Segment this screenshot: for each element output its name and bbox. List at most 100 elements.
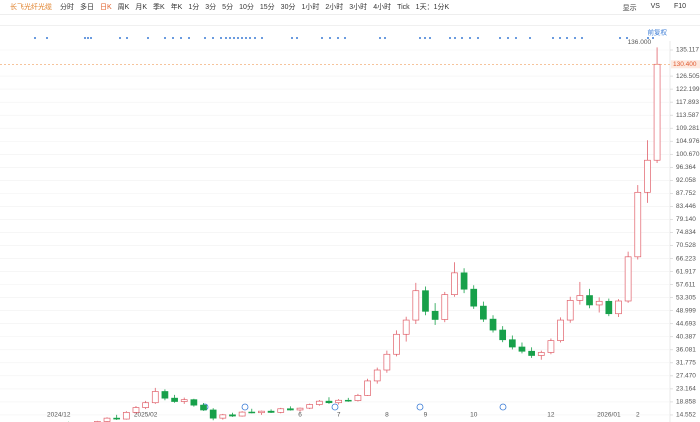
candle-body	[132, 407, 140, 413]
candle-body	[171, 397, 178, 402]
candle-body	[344, 399, 352, 402]
candle-body	[624, 256, 632, 302]
event-dot	[126, 37, 128, 39]
candle-body	[431, 310, 439, 320]
y-tick-label: 74.834	[676, 229, 696, 236]
toolbar-item[interactable]: 多日	[80, 4, 94, 11]
y-tick-label: 87.752	[676, 190, 696, 197]
event-dot	[329, 37, 331, 39]
toolbar-item[interactable]: 3分	[205, 4, 217, 11]
candle-body	[161, 391, 169, 399]
event-dot	[626, 37, 628, 39]
candle-body	[267, 410, 275, 413]
event-dot	[291, 37, 293, 39]
candle-body	[547, 340, 555, 353]
candle-body	[489, 318, 497, 331]
candle-body	[653, 63, 661, 161]
event-dot	[245, 37, 247, 39]
event-dot	[619, 37, 621, 39]
candle-body	[605, 300, 613, 315]
event-dot	[424, 37, 426, 39]
toolbar-item[interactable]: VS	[650, 3, 660, 10]
toolbar-item[interactable]: 30分	[280, 4, 296, 11]
event-dot	[379, 37, 381, 39]
event-dot	[90, 37, 92, 39]
candle-body	[287, 408, 294, 411]
event-dot	[241, 37, 243, 39]
toolbar-item[interactable]: 日K	[100, 4, 112, 11]
toolbar-item[interactable]: 15分	[259, 4, 275, 11]
event-dot	[384, 37, 386, 39]
event-dot	[454, 37, 456, 39]
toolbar-item[interactable]: 2小时	[325, 4, 344, 11]
event-dot	[46, 37, 48, 39]
event-dot	[254, 37, 256, 39]
y-tick-label: 48.999	[676, 307, 696, 314]
candle-body	[248, 411, 256, 414]
toolbar-item[interactable]: 1天：1分K	[415, 4, 450, 11]
event-dot	[212, 37, 214, 39]
y-tick-label: 66.223	[676, 255, 696, 262]
chart: 前复权 10.24614.55218.85823.16427.47031.775…	[0, 26, 700, 422]
x-tick-label: 7	[337, 412, 341, 419]
event-dot	[477, 37, 479, 39]
toolbar-item[interactable]: 4小时	[373, 4, 392, 11]
toolbar-item[interactable]: 显示	[622, 5, 637, 12]
event-dot	[34, 37, 36, 39]
y-tick-label: 27.470	[676, 373, 696, 380]
event-dot	[515, 37, 517, 39]
candle-body	[200, 404, 207, 411]
candle-body	[325, 400, 333, 404]
toolbar-item[interactable]: F10	[673, 3, 686, 10]
candle-body	[219, 414, 227, 419]
toolbar-item[interactable]: 季K	[153, 4, 165, 11]
event-dot	[552, 37, 554, 39]
candle-body	[441, 294, 449, 320]
candle-body	[151, 391, 159, 404]
x-tick-label: 2025/02	[134, 412, 158, 419]
toolbar-item[interactable]: 月K	[135, 4, 148, 11]
event-dot	[581, 37, 583, 39]
toolbar-item[interactable]: 长飞光纤光缆	[10, 4, 52, 11]
toolbar-item[interactable]: 1分	[188, 4, 200, 11]
y-tick-label: 135.117	[676, 47, 699, 54]
candle-body	[393, 333, 400, 355]
toolbar-item[interactable]: 周K	[117, 4, 130, 11]
event-dot	[84, 37, 86, 39]
candle-body	[296, 407, 304, 411]
toolbar-item[interactable]: 3小时	[349, 4, 368, 11]
candle-body	[537, 352, 545, 356]
toolbar-item[interactable]: Tick	[397, 3, 410, 11]
x-tick-label: 2	[636, 412, 640, 419]
candle-body	[528, 350, 535, 356]
x-tick-label: 12	[547, 412, 555, 419]
candle-body	[238, 411, 246, 417]
toolbar-item[interactable]: 年K	[170, 4, 183, 11]
event-dot	[147, 37, 149, 39]
event-dot	[172, 37, 174, 39]
event-dot	[469, 37, 471, 39]
y-tick-label: 36.081	[676, 347, 696, 354]
adjust-label[interactable]: 前复权	[648, 28, 668, 37]
y-tick-label: 96.364	[676, 164, 696, 171]
x-tick-label: 2024/12	[47, 412, 71, 419]
candle-body	[364, 380, 371, 396]
toolbar-item[interactable]: 分时	[60, 4, 74, 11]
event-dot	[164, 37, 166, 39]
toolbar-item[interactable]: 10分	[239, 4, 254, 11]
toolbar-right: 显示 VS F10	[623, 3, 692, 13]
toolbar-item[interactable]: 1小时	[301, 4, 320, 11]
candle-body	[615, 300, 622, 315]
y-tick-label: 92.058	[676, 177, 696, 184]
candle-body	[190, 399, 198, 406]
toolbar-item[interactable]: 5分	[222, 4, 234, 11]
event-dot	[449, 37, 451, 39]
candle-body	[470, 288, 478, 307]
toolbar: 长飞光纤光缆 分时 多日 日K 周K 月K 季K 年K 1分 3分 5分 10分 15分 30分 1小时 2小…	[0, 0, 700, 15]
event-dot	[188, 37, 190, 39]
event-dot	[337, 37, 339, 39]
candle-body	[422, 290, 429, 312]
candle-body	[566, 300, 574, 321]
y-tick-label: 40.387	[676, 333, 696, 340]
